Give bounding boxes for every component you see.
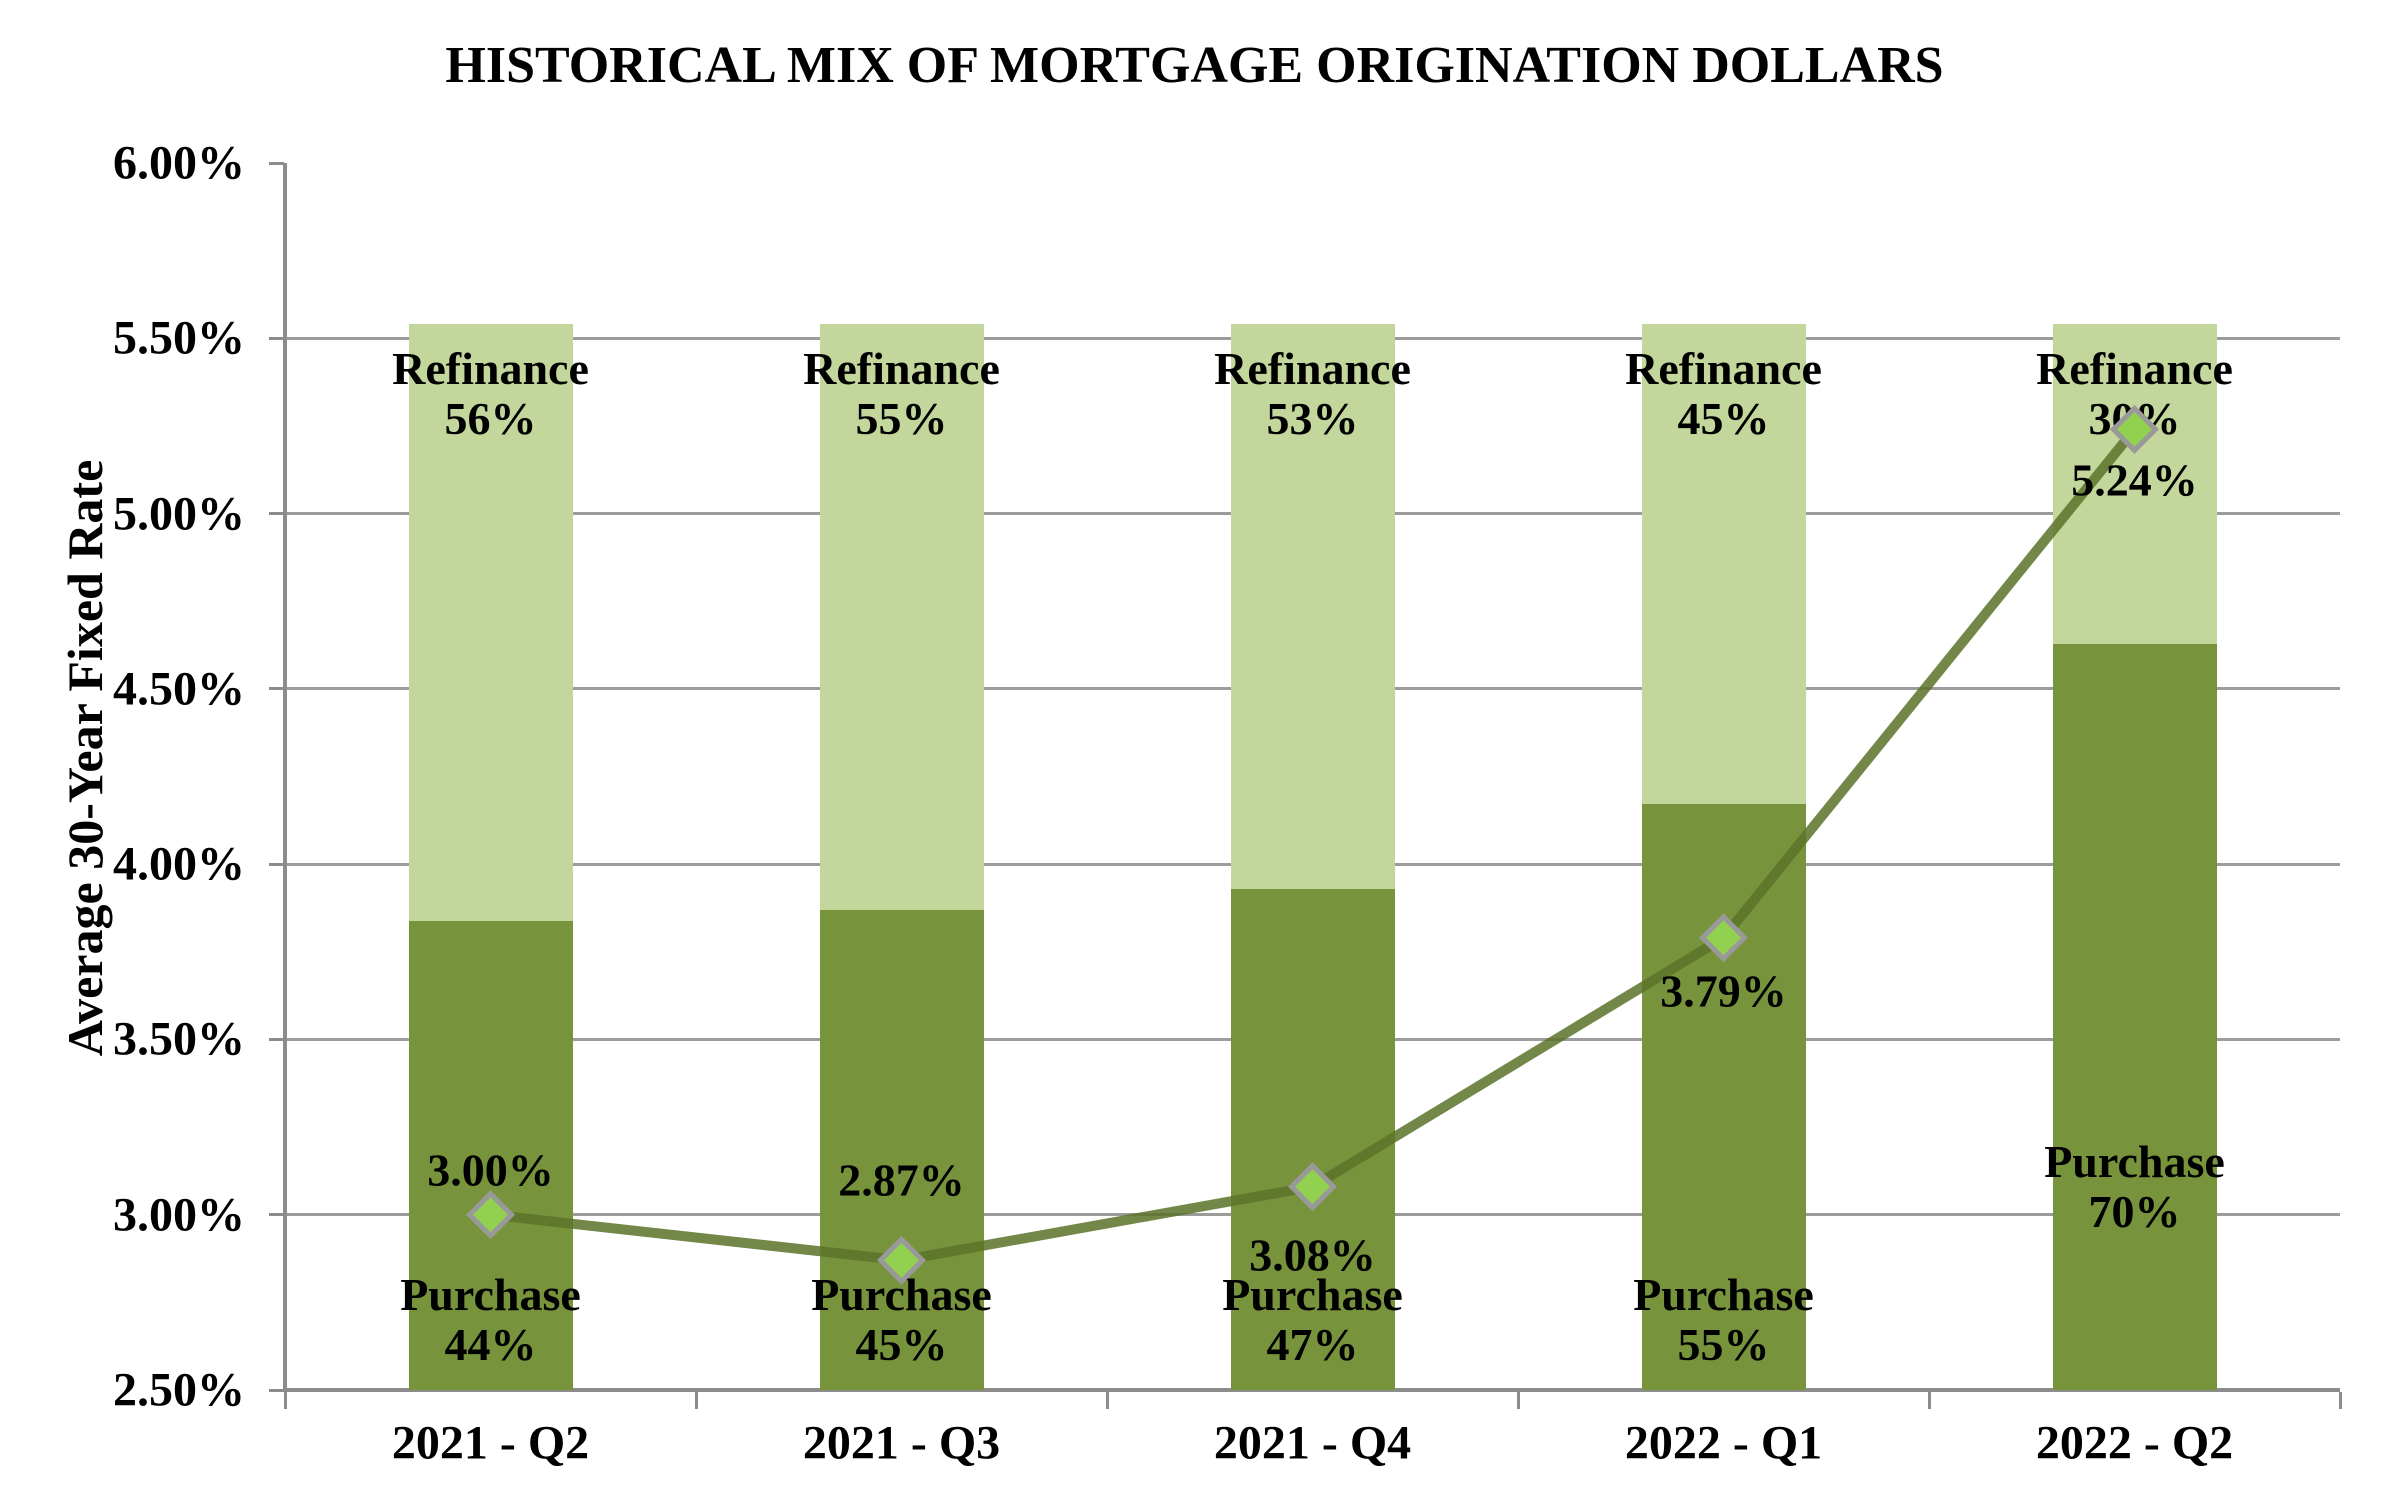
purchase-bar-segment [2052, 643, 2217, 1390]
rate-value-label: 3.00% [427, 1144, 554, 1196]
x-axis-tick [2338, 1392, 2342, 1409]
y-axis-line [283, 163, 287, 1392]
rate-value-label: 3.08% [1249, 1229, 1376, 1281]
rate-value-label: 2.87% [838, 1154, 965, 1206]
rate-marker-diamond [1698, 913, 1749, 963]
purchase-bar-segment [1230, 889, 1395, 1390]
y-tick-label: 5.50% [113, 311, 245, 365]
purchase-series-label: 70% [2088, 1186, 2181, 1237]
rate-marker-diamond [2109, 404, 2160, 454]
y-tick-label: 3.00% [113, 1188, 245, 1242]
y-axis-tick [269, 862, 284, 866]
y-axis-tick [269, 1037, 284, 1041]
x-axis-tick [283, 1392, 287, 1409]
y-tick-label: 4.00% [113, 837, 245, 891]
refinance-series-label: Refinance [2036, 343, 2233, 394]
x-category-label: 2022 - Q1 [1624, 1416, 1823, 1470]
purchase-bar-segment [819, 910, 984, 1390]
purchase-series-label: Purchase [1633, 1269, 1814, 1320]
rate-value-label: 5.24% [2071, 454, 2198, 506]
x-category-label: 2021 - Q3 [802, 1416, 1001, 1470]
purchase-bar-segment [1641, 803, 1806, 1390]
refinance-bar-segment [2052, 324, 2217, 644]
rate-marker-diamond [1287, 1162, 1338, 1212]
chart-title: HISTORICAL MIX OF MORTGAGE ORIGINATION D… [445, 37, 1944, 94]
rate-marker-diamond [465, 1190, 516, 1240]
purchase-series-label: 55% [1677, 1319, 1770, 1370]
purchase-series-label: Purchase [2044, 1136, 2225, 1187]
refinance-series-label: Refinance [392, 343, 589, 394]
purchase-bar-segment [408, 921, 573, 1390]
x-axis-tick [694, 1392, 698, 1409]
purchase-series-label: 44% [444, 1319, 537, 1370]
refinance-series-label: 56% [444, 393, 537, 444]
x-axis-tick [1105, 1392, 1109, 1409]
y-axis-tick [269, 687, 284, 691]
y-tick-label: 3.50% [113, 1012, 245, 1066]
rate-marker-diamond [876, 1235, 927, 1285]
y-axis-tick [269, 336, 284, 340]
y-tick-label: 4.50% [113, 662, 245, 716]
purchase-series-label: Purchase [400, 1269, 581, 1320]
refinance-bar-segment [819, 324, 984, 911]
x-category-label: 2021 - Q4 [1213, 1416, 1412, 1470]
y-axis-tick [269, 161, 284, 165]
purchase-series-label: 45% [855, 1319, 948, 1370]
x-axis-tick [1927, 1392, 1931, 1409]
y-axis-tick [269, 1213, 284, 1217]
y-axis-tick [269, 1388, 284, 1392]
refinance-series-label: 53% [1266, 393, 1359, 444]
x-category-label: 2022 - Q2 [2035, 1416, 2234, 1470]
y-tick-label: 6.00% [113, 136, 245, 190]
refinance-bar-segment [408, 324, 573, 922]
x-category-label: 2021 - Q2 [391, 1416, 590, 1470]
refinance-series-label: Refinance [803, 343, 1000, 394]
refinance-series-label: 45% [1677, 393, 1770, 444]
x-axis-tick [1516, 1392, 1520, 1409]
refinance-series-label: Refinance [1214, 343, 1411, 394]
y-axis-tick [269, 512, 284, 516]
refinance-series-label: 55% [855, 393, 948, 444]
purchase-series-label: Purchase [1222, 1269, 1403, 1320]
y-tick-label: 5.00% [113, 487, 245, 541]
refinance-bar-segment [1230, 324, 1395, 890]
rate-value-label: 3.79% [1660, 965, 1787, 1017]
purchase-series-label: 47% [1266, 1319, 1359, 1370]
y-tick-label: 2.50% [113, 1363, 245, 1417]
rate-line [489, 426, 2139, 1266]
x-axis-line [285, 1388, 2340, 1392]
refinance-bar-segment [1641, 324, 1806, 804]
refinance-series-label: Refinance [1625, 343, 1822, 394]
